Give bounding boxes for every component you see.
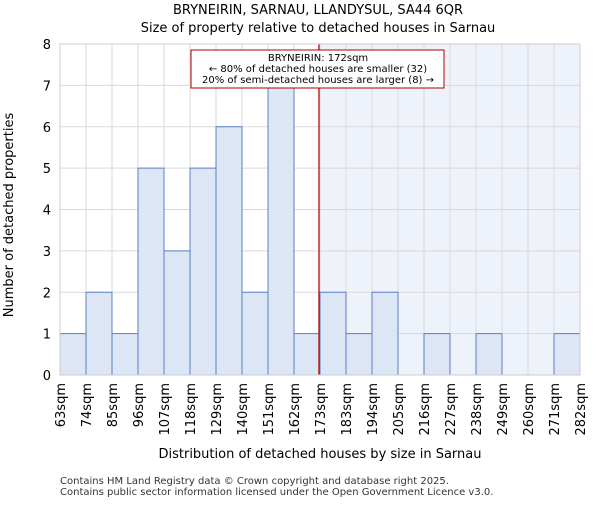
x-tick-label: 260sqm [522, 383, 537, 436]
x-tick-label: 162sqm [288, 383, 303, 436]
bar-183sqm [345, 333, 373, 376]
x-tick-label: 194sqm [366, 383, 381, 436]
bar-271sqm [553, 333, 581, 376]
y-tick-label: 0 [43, 369, 51, 384]
y-tick-labels: 0 1 2 3 4 5 6 7 8 [43, 38, 51, 384]
x-tick-label: 129sqm [210, 383, 225, 436]
y-tick-label: 1 [43, 328, 51, 343]
bar-238sqm [475, 333, 503, 376]
x-tick-label: 183sqm [340, 383, 355, 436]
annotation-line-1: BRYNEIRIN: 172sqm [268, 53, 368, 64]
bar-118sqm [189, 167, 217, 376]
bar-85sqm [111, 333, 139, 376]
x-tick-label: 249sqm [496, 383, 511, 436]
y-tick-label: 3 [43, 245, 51, 260]
x-axis-label: Distribution of detached houses by size … [158, 447, 481, 462]
x-tick-label: 151sqm [262, 383, 277, 436]
bar-140sqm [241, 291, 269, 376]
chart-subtitle: Size of property relative to detached ho… [141, 21, 496, 36]
x-tick-labels: 63sqm 74sqm 85sqm 96sqm 107sqm 118sqm 129sqm 14… [54, 383, 589, 436]
y-tick-label: 4 [43, 204, 51, 219]
annotation-box: BRYNEIRIN: 172sqm ← 80% of detached hous… [190, 49, 445, 89]
bar-162sqm [293, 333, 321, 376]
x-tick-label: 271sqm [548, 383, 563, 436]
y-axis-label: Number of detached properties [2, 113, 17, 318]
y-tick-label: 6 [43, 121, 51, 136]
x-tick-label: 74sqm [80, 383, 95, 427]
footer-line-2: Contains public sector information licen… [60, 487, 493, 498]
y-tick-label: 2 [43, 286, 51, 301]
plot-frame [59, 43, 581, 376]
bar-96sqm [137, 167, 165, 376]
x-tick-label: 216sqm [418, 383, 433, 436]
bars [59, 84, 581, 376]
annotation-line-2: ← 80% of detached houses are smaller (32… [209, 64, 427, 75]
x-tick-label: 63sqm [54, 383, 69, 427]
x-tick-label: 227sqm [444, 383, 459, 436]
y-tick-label: 8 [43, 38, 51, 53]
annotation-line-3: 20% of semi-detached houses are larger (… [202, 75, 434, 86]
x-tick-label: 107sqm [158, 383, 173, 436]
y-tick-label: 5 [43, 162, 51, 177]
chart-title: BRYNEIRIN, SARNAU, LLANDYSUL, SA44 6QR [173, 3, 463, 18]
x-tick-label: 205sqm [392, 383, 407, 436]
footer-line-1: Contains HM Land Registry data © Crown c… [60, 476, 449, 487]
bar-173sqm [319, 291, 347, 376]
bar-107sqm [163, 250, 191, 376]
y-tick-label: 7 [43, 79, 51, 94]
x-tick-label: 173sqm [314, 383, 329, 436]
bar-216sqm [423, 333, 451, 376]
x-tick-label: 118sqm [184, 383, 199, 436]
x-tick-label: 238sqm [470, 383, 485, 436]
x-tick-label: 96sqm [132, 383, 147, 427]
bar-194sqm [371, 291, 399, 376]
x-tick-label: 140sqm [236, 383, 251, 436]
bar-151sqm [267, 84, 295, 376]
bar-74sqm [85, 291, 113, 376]
x-tick-label: 282sqm [574, 383, 589, 436]
x-tick-label: 85sqm [106, 383, 121, 427]
plot-area: 0 1 2 3 4 5 6 7 8 63sqm 74sqm 85sqm 96sqm 107sqm 118s… [43, 38, 589, 436]
bar-63sqm [59, 333, 87, 376]
bar-129sqm [215, 126, 243, 376]
